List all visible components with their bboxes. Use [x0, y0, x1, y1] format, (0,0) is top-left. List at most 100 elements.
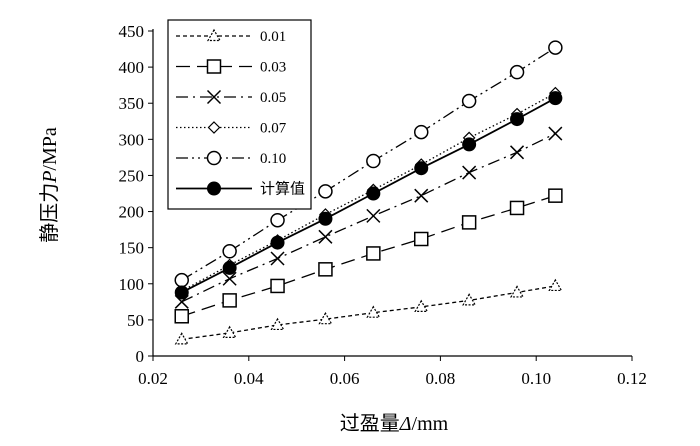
series-layer: [174, 40, 563, 345]
data-point: [548, 188, 563, 203]
x-marker-stroke: [548, 126, 563, 141]
legend-label: 0.07: [260, 121, 287, 137]
legend-marker: [206, 59, 222, 74]
x-axis-title-unit: /mm: [412, 413, 449, 435]
legend-marker: [206, 28, 222, 42]
x-marker-stroke: [414, 188, 429, 203]
data-point: [366, 246, 381, 261]
legend-box: [167, 19, 312, 210]
data-point: [270, 278, 285, 294]
x-axis-title-symbol: Δ: [399, 413, 412, 435]
legend-item: 0.03: [176, 59, 286, 76]
data-point: [222, 260, 237, 275]
data-point: [174, 272, 189, 288]
data-point: [174, 285, 189, 300]
data-point: [270, 251, 285, 266]
x-tick-label: 0.12: [617, 369, 647, 388]
data-point: [366, 208, 381, 223]
data-point: [318, 262, 333, 277]
data-point: [222, 293, 237, 308]
data-point: [414, 299, 429, 312]
legend-marker: [207, 121, 221, 134]
data-point: [270, 235, 285, 250]
data-point: [509, 200, 525, 216]
y-tick-label: 400: [119, 58, 145, 77]
data-point: [548, 91, 563, 106]
legend-label: 0.03: [260, 60, 286, 76]
legend-item: 0.07: [176, 121, 287, 137]
series-4: [174, 40, 563, 288]
y-tick-label: 250: [119, 166, 145, 185]
data-point: [414, 188, 429, 203]
y-tick-label: 150: [119, 239, 145, 258]
x-marker-stroke: [462, 165, 477, 180]
data-point: [548, 126, 563, 141]
series-line: [181, 285, 556, 341]
x-marker-stroke: [206, 89, 222, 105]
data-point: [461, 215, 477, 230]
data-point: [222, 271, 237, 286]
x-marker-stroke: [318, 229, 333, 244]
data-point: [318, 229, 333, 244]
x-tick-label: 0.10: [521, 369, 551, 388]
legend-item: 0.01: [176, 28, 286, 45]
y-axis-title-cjk: 静压力: [38, 183, 61, 243]
x-axis-title: 过盈量Δ/mm: [340, 412, 449, 435]
y-tick-label: 450: [119, 22, 145, 41]
y-tick-label: 0: [136, 347, 145, 366]
data-point: [318, 184, 333, 199]
data-point: [222, 325, 237, 338]
y-axis-title-symbol: P: [39, 171, 61, 184]
x-marker-stroke: [222, 271, 237, 286]
y-tick-label: 300: [119, 130, 145, 149]
data-point: [270, 212, 285, 228]
series-5: [174, 91, 563, 300]
data-point: [270, 317, 285, 331]
legend-label: 0.01: [260, 29, 286, 45]
data-point: [462, 137, 477, 152]
data-point: [461, 93, 477, 109]
axes: 0 50 100 150 200 250 300 350 400 450 0.02 0.04 0.06 0…: [119, 22, 647, 388]
x-marker-stroke: [270, 251, 285, 266]
legend-marker: [206, 89, 222, 105]
x-tick-label: 0.02: [138, 369, 168, 388]
legend-item: 0.10: [176, 150, 286, 167]
series-1: [174, 188, 563, 324]
legend-marker: [206, 150, 222, 166]
data-point: [462, 293, 477, 306]
x-tick-label: 0.06: [330, 369, 360, 388]
y-axis-title-unit: /MPa: [39, 127, 61, 170]
x-tick-label: 0.04: [234, 369, 264, 388]
data-point: [548, 40, 563, 55]
y-tick-label: 350: [119, 94, 145, 113]
legend-label: 0.05: [260, 90, 286, 106]
data-point: [366, 305, 381, 318]
data-point: [510, 285, 525, 298]
series-0: [174, 278, 563, 345]
data-point: [509, 64, 525, 80]
data-point: [174, 332, 189, 345]
data-point: [366, 153, 381, 169]
data-point: [222, 244, 237, 259]
legend-marker: [207, 181, 221, 196]
data-point: [510, 112, 525, 127]
legend-item: 计算值: [176, 180, 305, 198]
legend: 0.01 0.03 0.05 0.07 0.10 计算值: [167, 19, 312, 210]
data-point: [413, 231, 429, 247]
data-point: [366, 186, 381, 201]
x-marker-stroke: [366, 208, 381, 223]
data-point: [414, 161, 429, 176]
y-tick-label: 100: [119, 275, 145, 294]
data-point: [462, 165, 477, 180]
y-tick-label: 200: [119, 203, 145, 222]
data-point: [413, 124, 429, 140]
data-point: [174, 309, 189, 324]
legend-item: 0.05: [176, 89, 286, 106]
data-point: [318, 311, 333, 325]
x-marker-stroke: [510, 145, 525, 160]
x-axis-title-cjk: 过盈量: [340, 412, 400, 435]
data-point: [548, 278, 563, 292]
data-point: [318, 211, 333, 226]
data-point: [510, 145, 525, 160]
